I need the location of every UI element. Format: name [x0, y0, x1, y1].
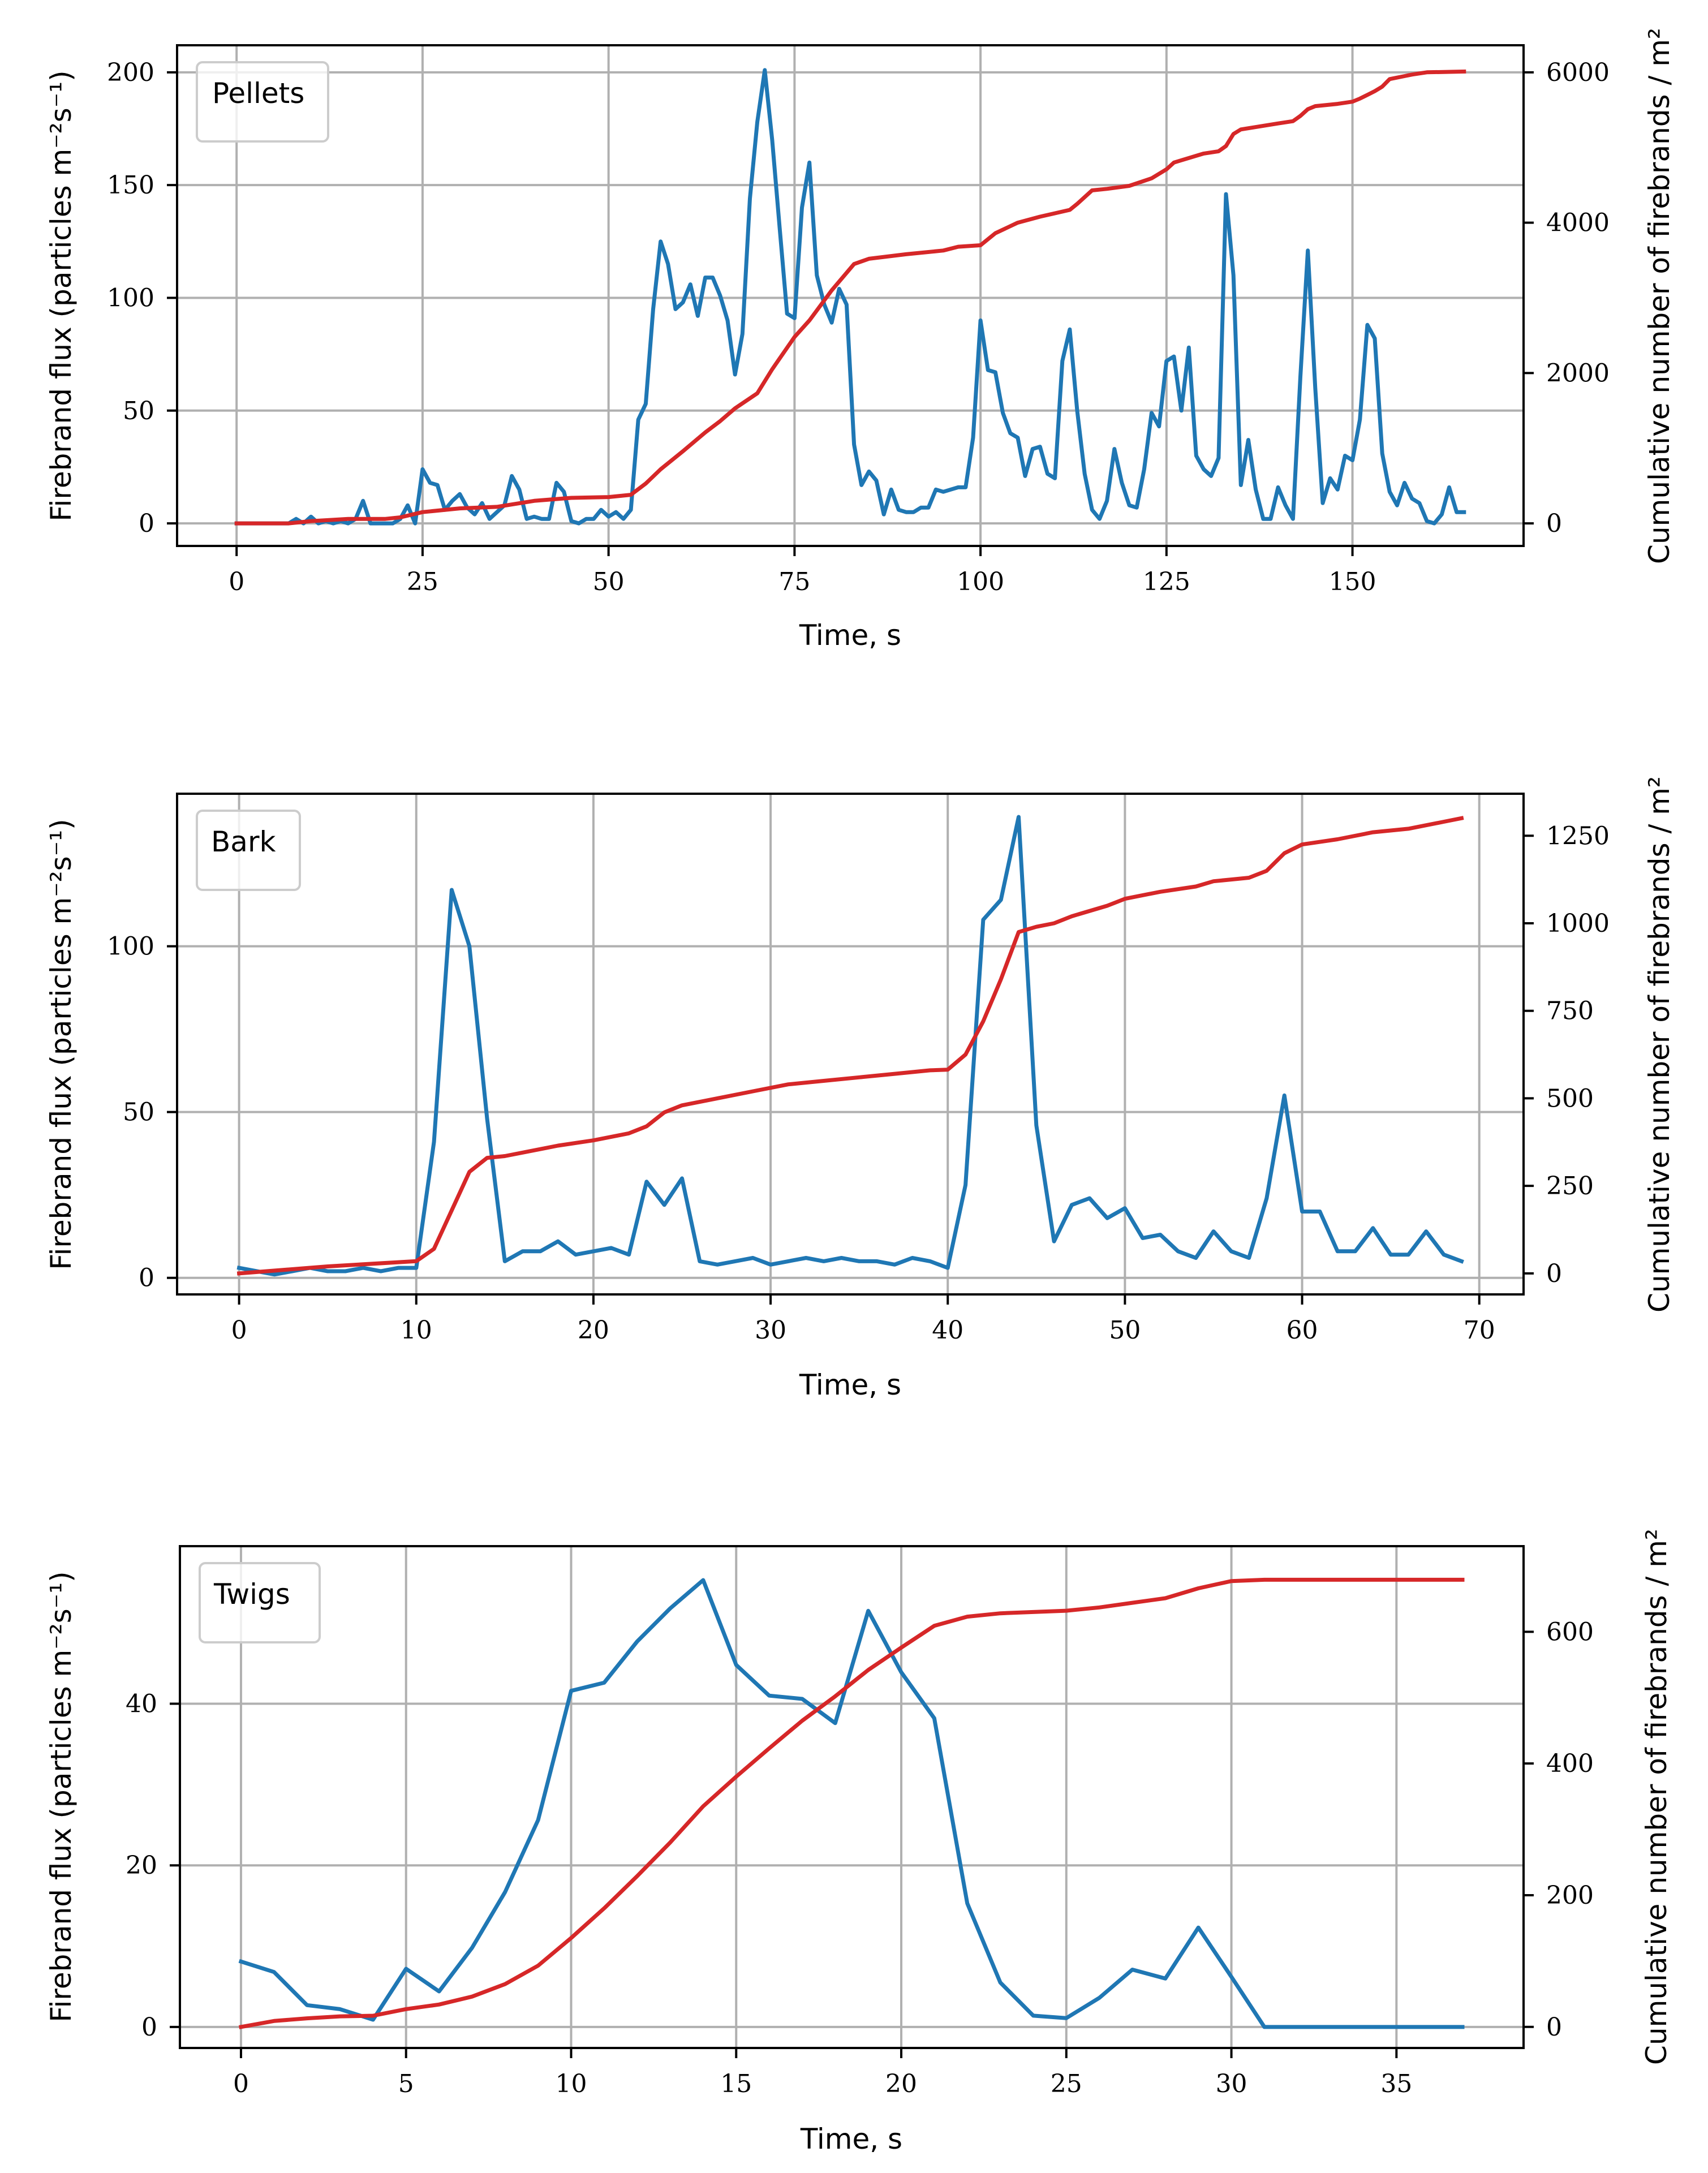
series-layer: [234, 68, 1466, 526]
y-tick-label-right: 200: [1546, 1881, 1594, 1910]
x-tick-label: 60: [1287, 1316, 1318, 1345]
y-tick-label-right: 600: [1546, 1617, 1594, 1646]
cumulative-series-line: [238, 1577, 1465, 2029]
x-tick-label: 125: [1143, 567, 1190, 596]
y-tick-label-right: 2000: [1546, 359, 1610, 388]
x-tick-label: 70: [1464, 1316, 1495, 1345]
y-tick-label-left: 100: [107, 932, 154, 961]
y-axis-label-right: Cumulative number of firebrands / m²: [1643, 28, 1676, 564]
y-axis-label-left: Firebrand flux (particles m⁻²s⁻¹): [45, 1571, 78, 2022]
x-tick-label: 10: [555, 2069, 587, 2098]
y-tick-label-left: 20: [126, 1851, 157, 1880]
x-tick-label: 30: [755, 1316, 786, 1345]
chart-svg-pellets: 0 25 50 75 100 125 150050100150200020004000600…: [45, 28, 1676, 652]
x-axis-label: Time, s: [800, 2123, 902, 2155]
x-tick-label: 25: [1051, 2069, 1082, 2098]
cumulative-series-line: [234, 69, 1466, 526]
x-tick-label: 75: [778, 567, 810, 596]
y-tick-label-right: 750: [1546, 997, 1594, 1026]
y-tick-label-left: 40: [126, 1690, 157, 1719]
flux-series-line: [236, 815, 1464, 1277]
cumulative-series-line: [236, 816, 1464, 1276]
y-tick-label-right: 400: [1546, 1749, 1594, 1778]
panel-label-twigs: Twigs: [213, 1578, 290, 1611]
series-layer: [236, 815, 1464, 1277]
x-tick-label: 40: [932, 1316, 963, 1345]
chart-panel-bark: 0 10 20 30 40 50 60 70 0 50 100 0 250 500 750 1000 1250 …: [0, 747, 1708, 1426]
y-tick-label-right: 0: [1546, 2013, 1562, 2042]
x-tick-label: 0: [229, 567, 244, 596]
y-tick-label-left: 0: [139, 1264, 154, 1293]
y-tick-label-right: 0: [1546, 1259, 1562, 1288]
chart-panel-twigs: 0 5 10 15 20 25 30 35 0 20 40 0 200 400 600 Twigs Time…: [0, 1499, 1708, 2173]
plot-frame: [176, 44, 1525, 547]
flux-series-line: [234, 68, 1466, 526]
plot-frame: [179, 1545, 1525, 2049]
y-axis-label-left: Firebrand flux (particles m⁻²s⁻¹): [45, 70, 78, 521]
y-tick-label-right: 500: [1546, 1084, 1594, 1113]
y-tick-label-left: 0: [139, 509, 154, 538]
y-tick-label-left: 50: [123, 1098, 154, 1127]
x-tick-label: 30: [1216, 2069, 1247, 2098]
tick-layer: 0 25 50 75 100 125 150050100150200020004000600…: [107, 58, 1610, 596]
y-tick-label-right: 1250: [1546, 821, 1610, 850]
x-axis-label: Time, s: [799, 1369, 901, 1401]
y-tick-label-left: 0: [141, 2013, 157, 2042]
series-layer: [238, 1577, 1465, 2029]
x-tick-label: 0: [231, 1316, 247, 1345]
y-tick-label-left: 100: [107, 283, 154, 312]
panel-label-bark: Bark: [211, 825, 276, 858]
y-tick-label-right: 250: [1546, 1172, 1594, 1200]
y-tick-label-right: 1000: [1546, 909, 1610, 938]
panel-label-pellets: Pellets: [212, 77, 304, 110]
x-tick-label: 35: [1380, 2069, 1412, 2098]
y-axis-label-left: Firebrand flux (particles m⁻²s⁻¹): [45, 819, 78, 1270]
x-tick-label: 10: [401, 1316, 432, 1345]
y-tick-label-right: 4000: [1546, 209, 1610, 238]
x-tick-label: 20: [885, 2069, 917, 2098]
flux-series-line: [238, 1578, 1465, 2029]
y-tick-label-left: 150: [107, 171, 154, 200]
x-tick-label: 25: [407, 567, 438, 596]
y-tick-label-right: 6000: [1546, 58, 1610, 87]
y-tick-label-left: 50: [123, 397, 154, 425]
legend-box: Twigs: [199, 1562, 321, 1643]
y-axis-label-right: Cumulative number of firebrands / m²: [1643, 776, 1676, 1313]
y-tick-label-right: 0: [1546, 509, 1562, 538]
chart-panel-pellets: 0 25 50 75 100 125 150 0 50 100 150 200 0 2000 4000 600…: [0, 0, 1708, 696]
x-axis-label: Time, s: [799, 619, 901, 652]
y-axis-label-right: Cumulative number of firebrands / m²: [1640, 1529, 1673, 2065]
chart-svg-bark: 0 10 20 30 40 50 60 70050100025050075010001250 …: [45, 776, 1676, 1401]
x-tick-label: 20: [578, 1316, 609, 1345]
x-tick-label: 100: [957, 567, 1004, 596]
x-tick-label: 50: [593, 567, 625, 596]
legend-box: Bark: [196, 810, 301, 891]
x-tick-label: 0: [233, 2069, 249, 2098]
y-tick-label-left: 200: [107, 58, 154, 87]
legend-box: Pellets: [196, 61, 329, 143]
x-tick-label: 5: [398, 2069, 414, 2098]
x-tick-label: 150: [1329, 567, 1376, 596]
plot-frame: [176, 793, 1525, 1296]
x-tick-label: 15: [720, 2069, 752, 2098]
grid-layer: [180, 1546, 1524, 2048]
x-tick-label: 50: [1109, 1316, 1141, 1345]
